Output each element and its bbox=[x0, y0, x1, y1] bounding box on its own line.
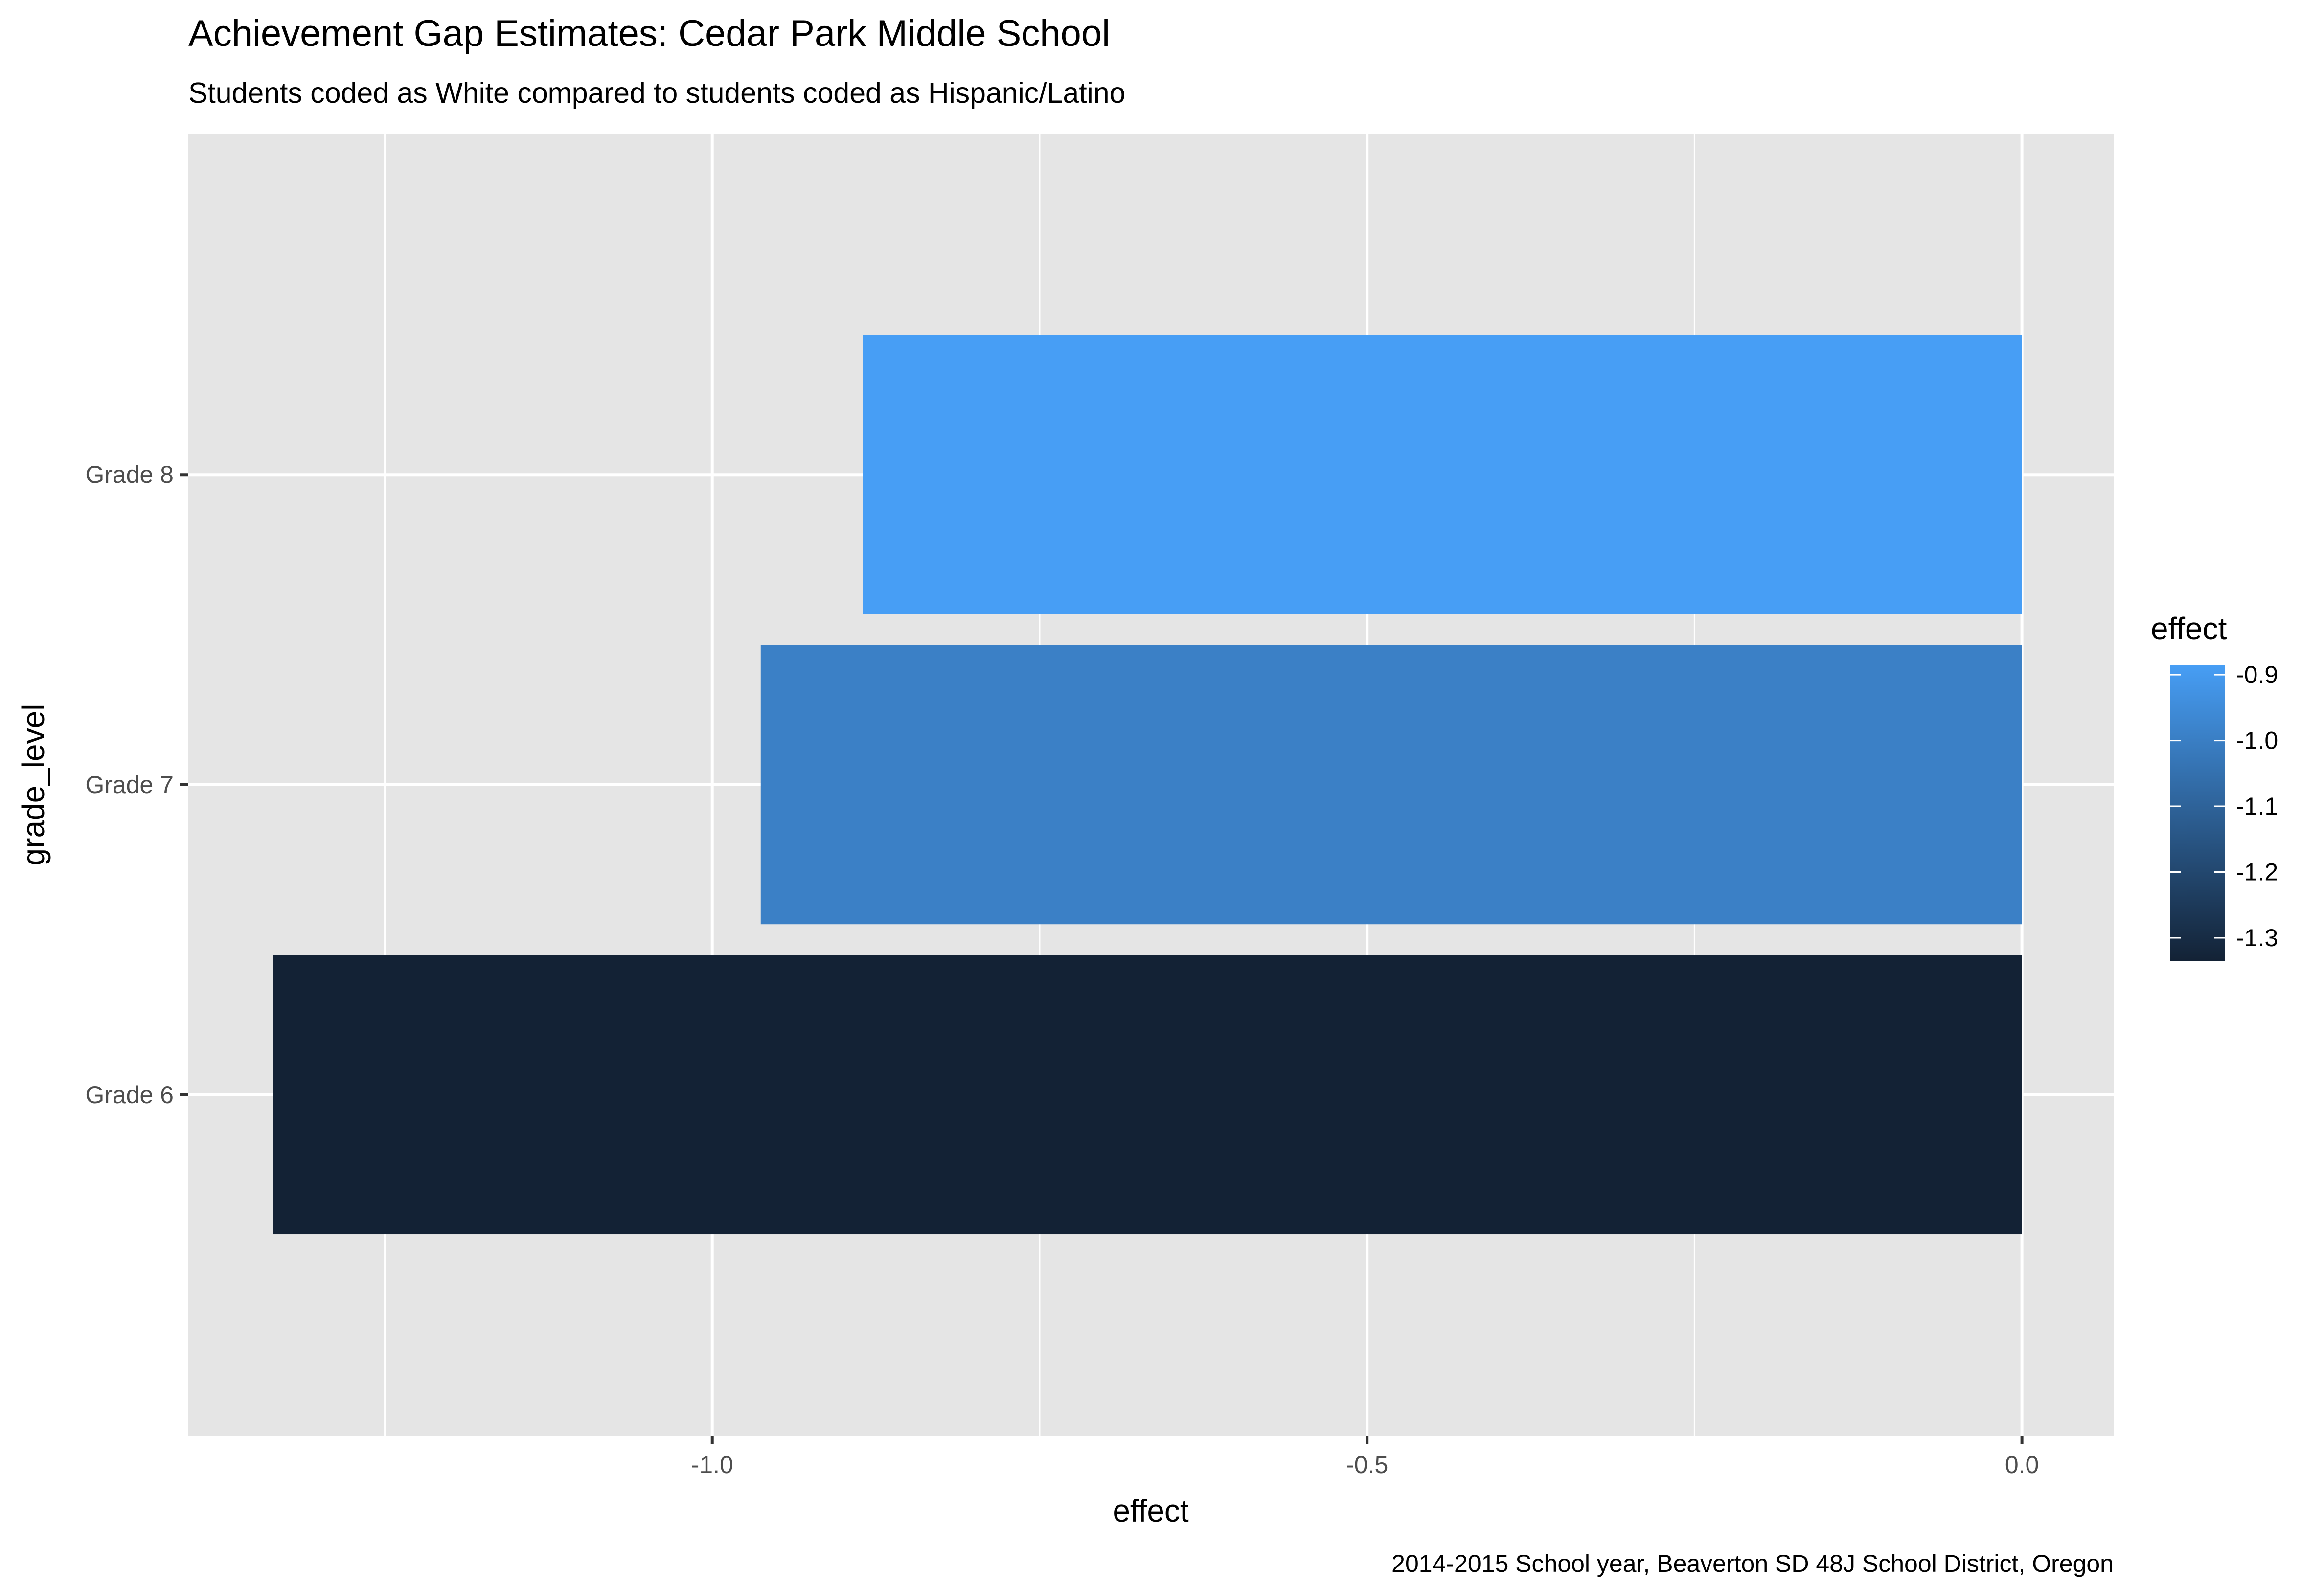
chart-subtitle: Students coded as White compared to stud… bbox=[188, 77, 1125, 109]
y-axis: Grade 6 Grade 7 Grade 8 bbox=[85, 461, 188, 1109]
x-tick-label: -1.0 bbox=[691, 1451, 733, 1478]
bars bbox=[273, 335, 2022, 1235]
legend-tick-label: -1.1 bbox=[2236, 793, 2278, 820]
legend-tick-label: -0.9 bbox=[2236, 661, 2278, 688]
legend-tick-label: -1.2 bbox=[2236, 859, 2278, 886]
chart-caption: 2014-2015 School year, Beaverton SD 48J … bbox=[1391, 1550, 2114, 1577]
bar-grade-6 bbox=[273, 955, 2022, 1235]
bar-grade-8 bbox=[863, 335, 2022, 614]
bar-grade-7 bbox=[760, 645, 2022, 925]
legend-colorbar bbox=[2170, 665, 2225, 961]
legend-ticks: -0.9 -1.0 -1.1 -1.2 -1.3 bbox=[2170, 661, 2278, 952]
legend-title: effect bbox=[2151, 611, 2227, 646]
chart-title: Achievement Gap Estimates: Cedar Park Mi… bbox=[188, 13, 1110, 54]
y-tick-label: Grade 7 bbox=[85, 771, 174, 798]
legend-tick-label: -1.3 bbox=[2236, 924, 2278, 952]
x-axis: -1.0 -0.5 0.0 bbox=[691, 1436, 2039, 1478]
x-tick-label: -0.5 bbox=[1346, 1451, 1388, 1478]
y-tick-label: Grade 8 bbox=[85, 461, 174, 488]
y-tick-label: Grade 6 bbox=[85, 1081, 174, 1109]
x-tick-label: 0.0 bbox=[2005, 1451, 2039, 1478]
legend-tick-label: -1.0 bbox=[2236, 727, 2278, 754]
y-axis-title: grade_level bbox=[16, 704, 51, 866]
x-axis-title: effect bbox=[1113, 1493, 1189, 1528]
